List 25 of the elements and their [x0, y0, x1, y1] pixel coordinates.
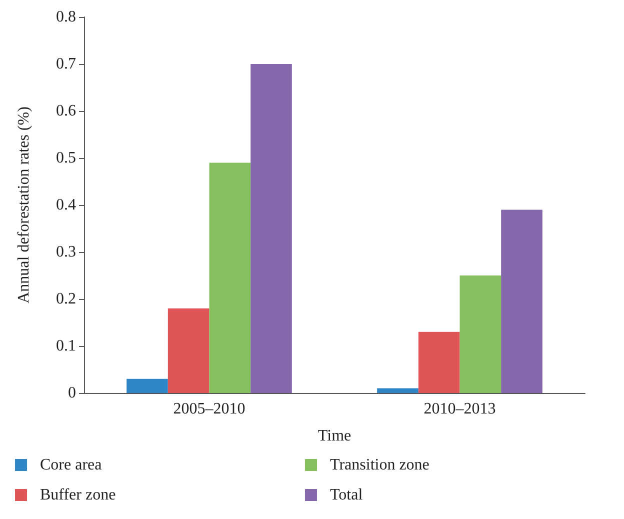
y-tick-label: 0.3 — [56, 244, 76, 260]
bar — [501, 210, 542, 393]
legend-label: Buffer zone — [40, 486, 116, 504]
bar — [126, 378, 168, 393]
y-tick-label: 0.8 — [56, 8, 76, 26]
bar — [377, 388, 418, 393]
legend-label: Core area — [40, 456, 102, 474]
y-tick-label: 0.7 — [56, 56, 76, 72]
bar — [168, 308, 210, 393]
legend-label: Total — [330, 486, 364, 504]
y-axis-title: Annual deforestation rates (%) — [16, 106, 32, 304]
y-tick-label: 0.6 — [56, 102, 76, 120]
bar — [250, 64, 292, 393]
x-tick-label: 2005–2010 — [173, 400, 246, 418]
bar — [418, 332, 460, 393]
y-tick-label: 0 — [68, 384, 76, 402]
y-tick-label: 0.1 — [56, 338, 76, 354]
legend-label: Transition zone — [330, 456, 430, 474]
y-tick-label: 0.4 — [56, 196, 76, 214]
y-tick-label: 0.5 — [56, 150, 76, 166]
bar — [209, 162, 251, 393]
bar — [460, 276, 502, 393]
x-tick-label: 2010–2013 — [424, 400, 496, 418]
y-tick-label: 0.2 — [56, 290, 76, 308]
x-axis-title: Time — [318, 428, 352, 444]
